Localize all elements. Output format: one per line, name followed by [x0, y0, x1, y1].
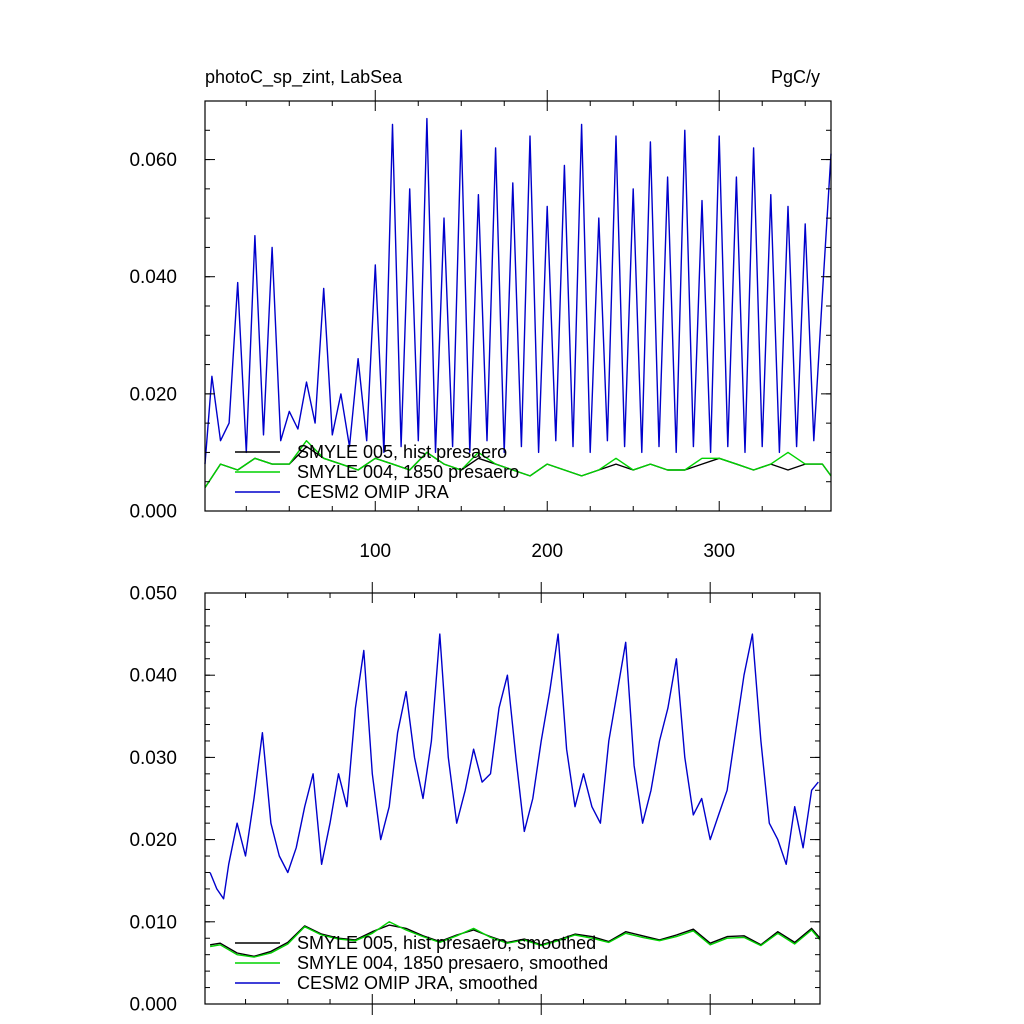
y-tick-label-1-0: 0.000 [129, 995, 177, 1016]
plot-frame-1 [204, 592, 821, 1005]
panel-title-left: photoC_sp_zint, LabSea [205, 67, 403, 88]
x-tick-label-0-1: 200 [531, 541, 563, 562]
y-tick-label-1-3: 0.030 [129, 748, 177, 769]
series-line-0-2 [204, 117, 832, 465]
y-tick-label-0-2: 0.040 [129, 267, 177, 288]
series-line-1-0 [209, 924, 821, 957]
legend-label-0-0: SMYLE 005, hist presaero [297, 442, 507, 462]
legend-label-0-1: SMYLE 004, 1850 presaero [297, 462, 519, 482]
y-tick-label-1-5: 0.050 [129, 584, 177, 605]
y-tick-label-1-4: 0.040 [129, 666, 177, 687]
x-tick-label-0-0: 100 [359, 541, 391, 562]
series-line-1-1 [209, 921, 821, 958]
legend-label-0-2: CESM2 OMIP JRA [297, 482, 449, 502]
panel-title-units: PgC/y [771, 67, 820, 87]
legend-label-1-1: SMYLE 004, 1850 presaero, smoothed [297, 953, 608, 973]
y-tick-label-0-1: 0.020 [129, 384, 177, 405]
y-tick-label-1-1: 0.010 [129, 912, 177, 933]
x-tick-label-0-2: 300 [703, 541, 735, 562]
legend-label-1-2: CESM2 OMIP JRA, smoothed [297, 973, 538, 993]
y-tick-label-0-0: 0.000 [129, 502, 177, 523]
series-line-0-1 [204, 440, 832, 488]
legend-label-1-0: SMYLE 005, hist presaero, smoothed [297, 933, 596, 953]
bottom-panel: 0.000 0.010 0.020 0.030 0.040 0.050 SMYLE 005,… [129, 582, 821, 1016]
y-tick-label-1-2: 0.020 [129, 830, 177, 851]
series-line-1-2 [209, 633, 819, 900]
y-tick-label-0-3: 0.060 [129, 150, 177, 171]
top-panel: photoC_sp_zint, LabSea PgC/y 0.000 0.020 0… [129, 67, 832, 562]
